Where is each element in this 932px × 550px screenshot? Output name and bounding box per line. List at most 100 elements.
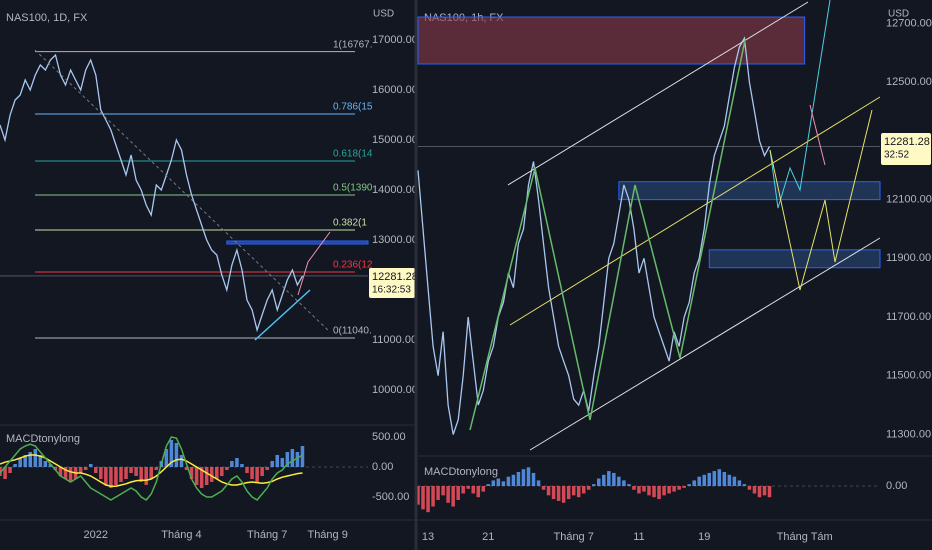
histogram-bar <box>521 469 526 486</box>
x-tick-label: Tháng 7 <box>553 531 593 543</box>
y-tick-label: 11300.00 <box>886 428 931 440</box>
wave <box>469 39 746 431</box>
histogram-bar <box>436 486 440 500</box>
histogram-bar <box>38 455 43 467</box>
y-tick-label: 0.00 <box>886 480 907 492</box>
countdown: 32:52 <box>884 150 909 161</box>
trend-line <box>254 289 311 341</box>
histogram-bar <box>637 486 641 494</box>
histogram-bar <box>270 461 274 467</box>
currency: USD <box>373 9 394 20</box>
histogram-bar <box>245 467 249 473</box>
histogram-bar <box>687 484 691 486</box>
histogram-bar <box>240 464 244 467</box>
histogram-bar <box>697 476 701 486</box>
y-tick-label: 11900.00 <box>886 252 931 264</box>
histogram-bar <box>63 467 68 479</box>
x-tick-label: 2022 <box>84 529 108 541</box>
histogram-bar <box>727 474 732 486</box>
histogram-bar <box>516 472 521 486</box>
histogram-bar <box>767 486 772 498</box>
histogram-bar <box>88 464 93 467</box>
histogram-bar <box>592 484 596 486</box>
last-price-label: 12281.28 <box>884 136 930 148</box>
x-tick-label: Tháng 9 <box>307 529 347 541</box>
histogram-bar <box>491 480 496 486</box>
histogram-bar <box>184 467 189 470</box>
histogram-bar <box>114 467 118 485</box>
histogram-bar <box>617 476 621 486</box>
histogram-bar <box>215 467 219 479</box>
histogram-bar <box>260 467 264 476</box>
y-tick-label: 11500.00 <box>886 370 931 382</box>
projection <box>769 0 831 209</box>
pane-title: NAS100, 1D, FX <box>6 12 88 24</box>
zone <box>618 181 881 201</box>
histogram-bar <box>275 455 280 467</box>
histogram-bar <box>204 467 209 485</box>
histogram-bar <box>722 472 727 486</box>
histogram-bar <box>68 467 73 482</box>
zone <box>226 240 369 245</box>
fib-label: 0.618(14 <box>333 149 373 160</box>
fib-label: 0.5(1390 <box>333 183 373 194</box>
histogram-bar <box>119 467 123 482</box>
histogram-bar <box>265 467 269 470</box>
histogram-bar <box>717 469 722 486</box>
histogram-bar <box>441 486 445 496</box>
histogram-bar <box>154 467 159 470</box>
histogram-bar <box>280 458 285 467</box>
x-tick-label: Tháng 4 <box>161 529 201 541</box>
y-tick-label: 12500.00 <box>886 76 932 88</box>
indicator-title: MACDtonylong <box>424 466 498 478</box>
fib-label: 0.382(1 <box>333 218 367 229</box>
histogram-bar <box>104 467 108 485</box>
histogram-bar <box>18 458 22 467</box>
projection <box>769 109 873 291</box>
histogram-bar <box>602 474 606 486</box>
y-tick-label: 11000.00 <box>372 334 417 346</box>
macd-line <box>0 454 303 487</box>
x-tick-label: 21 <box>482 531 494 543</box>
histogram-bar <box>124 467 128 479</box>
histogram-bar <box>3 467 7 479</box>
histogram-bar <box>209 467 214 482</box>
histogram-bar <box>235 458 239 467</box>
histogram-bar <box>199 467 204 488</box>
y-tick-label: 15000.00 <box>372 134 418 146</box>
x-tick-label: 13 <box>422 531 434 543</box>
histogram-bar <box>78 467 83 473</box>
histogram-bar <box>672 486 676 492</box>
histogram-bar <box>597 478 601 486</box>
last-price-label: 12281.28 <box>372 271 418 283</box>
histogram-bar <box>189 467 194 479</box>
y-tick-label: 0.00 <box>372 461 393 473</box>
histogram-bar <box>139 467 143 482</box>
histogram-bar <box>757 486 762 498</box>
histogram-bar <box>300 446 305 467</box>
fib-label: 0.236(12 <box>333 260 373 271</box>
histogram-bar <box>255 467 259 482</box>
fib-label: 1(16767. <box>333 39 372 50</box>
histogram-bar <box>134 467 138 476</box>
histogram-bar <box>461 486 465 494</box>
histogram-bar <box>285 452 290 467</box>
x-tick-label: 11 <box>633 531 644 543</box>
y-tick-label: 12700.00 <box>886 17 932 29</box>
histogram-bar <box>566 486 571 500</box>
histogram-bar <box>53 467 58 470</box>
histogram-bar <box>576 486 581 498</box>
histogram-bar <box>466 486 470 489</box>
x-tick-label: 19 <box>698 531 710 543</box>
channel-line <box>507 1 809 186</box>
histogram-bar <box>551 486 556 500</box>
histogram-bar <box>144 467 148 485</box>
histogram-bar <box>290 449 295 467</box>
histogram-bar <box>426 486 430 513</box>
histogram-bar <box>149 467 153 479</box>
histogram-bar <box>58 467 63 476</box>
countdown: 16:32:53 <box>372 285 411 296</box>
y-tick-label: 13000.00 <box>372 234 418 246</box>
